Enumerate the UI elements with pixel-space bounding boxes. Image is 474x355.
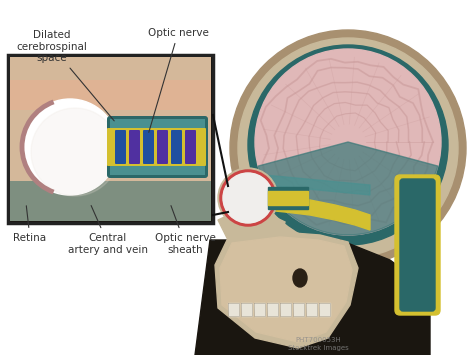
- FancyBboxPatch shape: [268, 191, 308, 205]
- Circle shape: [218, 168, 278, 228]
- Wedge shape: [258, 142, 438, 235]
- FancyBboxPatch shape: [157, 130, 168, 164]
- FancyBboxPatch shape: [129, 130, 140, 164]
- Circle shape: [238, 38, 458, 258]
- Circle shape: [230, 30, 466, 266]
- Circle shape: [223, 173, 273, 223]
- Text: Optic nerve: Optic nerve: [147, 28, 209, 132]
- FancyBboxPatch shape: [143, 130, 154, 164]
- FancyBboxPatch shape: [107, 116, 208, 178]
- FancyBboxPatch shape: [8, 55, 213, 223]
- FancyBboxPatch shape: [185, 130, 196, 164]
- Polygon shape: [218, 210, 285, 240]
- FancyBboxPatch shape: [268, 187, 308, 209]
- Polygon shape: [265, 195, 370, 230]
- Text: Central
artery and vein: Central artery and vein: [68, 206, 148, 255]
- Ellipse shape: [293, 269, 307, 287]
- FancyBboxPatch shape: [107, 128, 206, 166]
- Polygon shape: [241, 303, 252, 316]
- Circle shape: [22, 99, 118, 195]
- Text: Optic nerve
sheath: Optic nerve sheath: [155, 206, 216, 255]
- Polygon shape: [267, 303, 278, 316]
- Polygon shape: [215, 232, 358, 348]
- Polygon shape: [254, 303, 265, 316]
- Polygon shape: [265, 175, 370, 195]
- FancyBboxPatch shape: [10, 181, 211, 221]
- Text: PHT700053H: PHT700053H: [295, 337, 341, 343]
- FancyBboxPatch shape: [110, 119, 205, 129]
- Circle shape: [31, 108, 119, 196]
- FancyBboxPatch shape: [10, 57, 211, 221]
- FancyBboxPatch shape: [115, 130, 126, 164]
- Text: Stocktrek Images: Stocktrek Images: [288, 345, 348, 351]
- FancyBboxPatch shape: [10, 80, 211, 110]
- Polygon shape: [195, 240, 430, 355]
- Polygon shape: [306, 303, 317, 316]
- Polygon shape: [280, 303, 291, 316]
- FancyBboxPatch shape: [171, 130, 182, 164]
- Circle shape: [255, 49, 441, 235]
- Polygon shape: [220, 237, 352, 342]
- Polygon shape: [293, 303, 304, 316]
- Text: Retina: Retina: [13, 206, 46, 243]
- FancyBboxPatch shape: [400, 179, 435, 311]
- Polygon shape: [228, 303, 239, 316]
- FancyBboxPatch shape: [395, 175, 440, 315]
- Polygon shape: [319, 303, 330, 316]
- Text: Dilated
cerebrospinal
space: Dilated cerebrospinal space: [17, 30, 114, 121]
- FancyBboxPatch shape: [110, 165, 205, 175]
- Circle shape: [248, 45, 448, 245]
